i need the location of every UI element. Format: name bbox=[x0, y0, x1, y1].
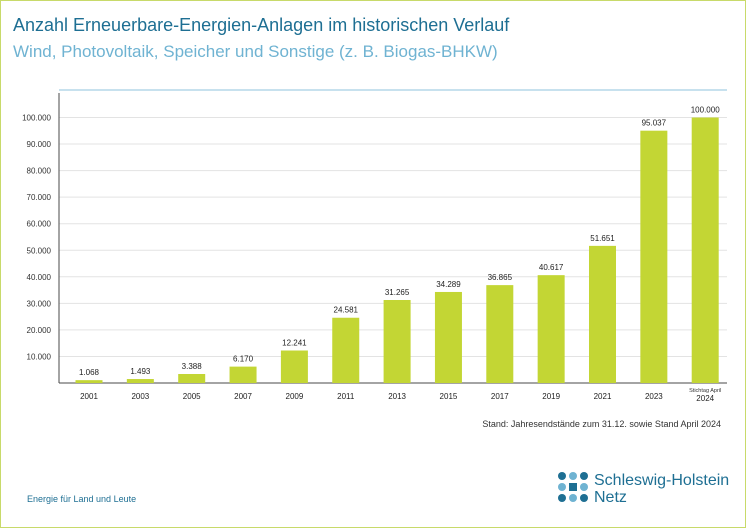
bar bbox=[383, 299, 411, 383]
x-tick-label: 2003 bbox=[131, 392, 149, 401]
bar bbox=[178, 374, 206, 383]
x-tick-label: 2019 bbox=[542, 392, 560, 401]
bar-value-label: 95.037 bbox=[642, 119, 667, 128]
logo-line-2: Netz bbox=[594, 489, 627, 506]
x-tick-label: 2013 bbox=[388, 392, 406, 401]
bar bbox=[280, 350, 308, 383]
x-tick-label: 2021 bbox=[594, 392, 612, 401]
company-tagline: Energie für Land und Leute bbox=[27, 494, 137, 504]
bar-value-label: 6.170 bbox=[233, 355, 254, 364]
logo-line-1: Schleswig-Holstein bbox=[594, 472, 730, 489]
y-tick-label: 50.000 bbox=[27, 246, 52, 255]
data-status-note: Stand: Jahresendstände zum 31.12. sowie … bbox=[482, 419, 721, 429]
x-tick-label: 2017 bbox=[491, 392, 509, 401]
bar bbox=[434, 291, 462, 383]
bar-value-label: 12.241 bbox=[282, 339, 307, 348]
chart-title: Anzahl Erneuerbare-Energien-Anlagen im h… bbox=[13, 15, 510, 35]
y-tick-label: 70.000 bbox=[27, 193, 52, 202]
chart-subtitle: Wind, Photovoltaik, Speicher und Sonstig… bbox=[13, 42, 498, 61]
bar-value-label: 24.581 bbox=[334, 306, 359, 315]
logo-grid-icon bbox=[558, 472, 588, 502]
logo-text: Schleswig-Holstein Netz bbox=[594, 472, 729, 506]
bar-value-label: 1.068 bbox=[79, 368, 100, 377]
y-tick-label: 30.000 bbox=[27, 299, 52, 308]
y-tick-label: 90.000 bbox=[27, 140, 52, 149]
x-tick-note: Stichtag April bbox=[689, 388, 721, 394]
bar-value-label: 31.265 bbox=[385, 288, 410, 297]
bar-value-label: 1.493 bbox=[130, 367, 151, 376]
x-tick-label: 2001 bbox=[80, 392, 98, 401]
y-tick-label: 20.000 bbox=[27, 326, 52, 335]
bar bbox=[75, 380, 103, 383]
y-tick-label: 100.000 bbox=[22, 114, 51, 123]
y-tick-label: 60.000 bbox=[27, 220, 52, 229]
bar bbox=[332, 317, 360, 383]
bar-value-label: 3.388 bbox=[182, 362, 203, 371]
bar bbox=[589, 245, 616, 383]
bar-value-label: 100.000 bbox=[691, 106, 720, 115]
x-tick-label: 2015 bbox=[440, 392, 458, 401]
y-tick-label: 80.000 bbox=[27, 167, 52, 176]
y-tick-label: 40.000 bbox=[27, 273, 52, 282]
company-logo: Schleswig-Holstein Netz bbox=[557, 471, 737, 509]
bar bbox=[126, 379, 154, 383]
x-tick-label: 2024 bbox=[696, 394, 714, 403]
y-tick-label: 10.000 bbox=[27, 352, 52, 361]
bar bbox=[229, 366, 257, 383]
bar bbox=[537, 275, 565, 383]
x-tick-label: 2007 bbox=[234, 392, 252, 401]
x-tick-label: 2023 bbox=[645, 392, 663, 401]
bar bbox=[640, 130, 668, 383]
x-tick-label: 2011 bbox=[337, 392, 355, 401]
bar-value-label: 51.651 bbox=[590, 234, 615, 243]
bar-value-label: 34.289 bbox=[436, 280, 461, 289]
bar bbox=[691, 117, 719, 383]
x-tick-label: 2009 bbox=[286, 392, 304, 401]
bar-value-label: 40.617 bbox=[539, 263, 564, 272]
bar-value-label: 36.865 bbox=[488, 273, 513, 282]
bar bbox=[486, 285, 514, 383]
x-tick-label: 2005 bbox=[183, 392, 201, 401]
